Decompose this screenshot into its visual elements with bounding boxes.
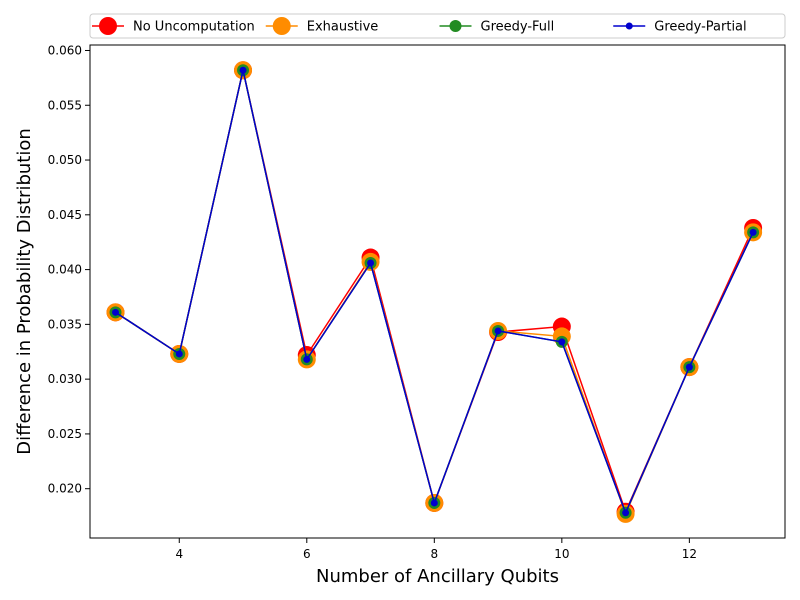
data-point <box>494 327 502 335</box>
legend-marker <box>99 17 117 35</box>
y-tick-label: 0.040 <box>48 263 82 277</box>
y-tick-label: 0.035 <box>48 317 82 331</box>
legend-item: Greedy-Partial <box>613 20 747 35</box>
y-tick-label: 0.055 <box>48 98 82 112</box>
legend-label: No Uncomputation <box>133 20 255 35</box>
legend-item: Greedy-Full <box>439 20 555 35</box>
y-tick-label: 0.045 <box>48 208 82 222</box>
plot-frame <box>89 44 786 539</box>
series-3 <box>112 66 757 517</box>
x-tick-label: 4 <box>175 547 183 561</box>
y-axis: 0.020 0.025 0.030 0.035 0.040 0.045 0.050 0.055… <box>48 43 90 496</box>
legend-item: Exhaustive <box>265 17 379 35</box>
x-tick-label: 8 <box>430 547 438 561</box>
data-point <box>175 350 183 358</box>
legend-marker <box>625 22 633 30</box>
data-point <box>430 499 438 507</box>
data-point <box>622 509 630 517</box>
legend-marker <box>272 17 291 35</box>
legend-box <box>89 13 786 39</box>
y-tick-label: 0.030 <box>48 372 82 386</box>
series-line <box>115 70 754 516</box>
series-line <box>115 70 754 515</box>
data-point <box>685 363 693 371</box>
data-point <box>558 338 566 346</box>
series-line <box>115 70 754 514</box>
legend-marker <box>449 20 462 32</box>
legend: No Uncomputation Exhaustive Greedy-Full Gre… <box>89 13 786 39</box>
y-tick-label: 0.050 <box>48 153 82 167</box>
x-axis: 4 6 8 10 12 <box>175 538 697 561</box>
y-tick-label: 0.025 <box>48 427 82 441</box>
data-point <box>749 228 757 236</box>
data-point <box>303 355 311 363</box>
plot-marks <box>106 61 763 523</box>
x-tick-label: 6 <box>303 547 311 561</box>
y-axis-label: Difference in Probability Distribution <box>14 128 35 455</box>
legend-label: Greedy-Full <box>481 20 555 35</box>
y-tick-label: 0.020 <box>48 482 82 496</box>
x-tick-label: 12 <box>682 547 697 561</box>
series-line <box>115 70 754 515</box>
series-0 <box>106 61 763 521</box>
data-point <box>112 308 119 316</box>
legend-label: Greedy-Partial <box>654 20 746 35</box>
series-2 <box>109 64 760 519</box>
y-tick-label: 0.060 <box>48 43 82 57</box>
data-point <box>239 66 247 74</box>
legend-item: No Uncomputation <box>92 17 255 35</box>
x-tick-label: 10 <box>554 547 569 561</box>
data-point <box>367 259 375 267</box>
x-axis-label: Number of Ancillary Qubits <box>316 566 559 587</box>
legend-label: Exhaustive <box>307 20 379 35</box>
series-1 <box>106 61 763 523</box>
